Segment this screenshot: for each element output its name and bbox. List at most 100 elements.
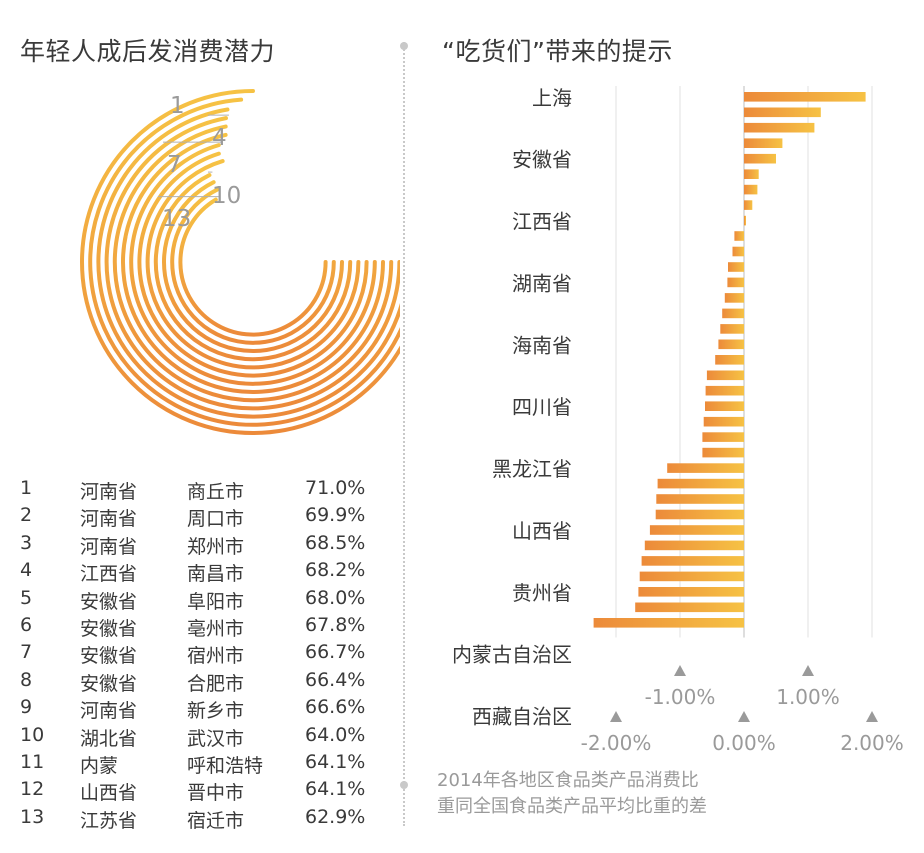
ring-arc-合肥市 <box>137 151 369 378</box>
ring-arc-宿迁市 <box>178 197 328 337</box>
table-city: 宿州市 <box>187 645 245 668</box>
tick-marker <box>802 665 814 676</box>
ring-rank-label: 10 <box>212 183 241 209</box>
table-value: 62.9% <box>305 805 366 828</box>
bar <box>728 262 744 272</box>
table-rank: 12 <box>20 778 45 801</box>
bar <box>744 200 753 210</box>
bar <box>667 463 744 473</box>
bar <box>657 478 744 489</box>
tick-marker <box>610 711 622 722</box>
table-province: 安徽省 <box>80 618 138 640</box>
table-province: 安徽省 <box>80 645 138 668</box>
table-rank: 13 <box>20 805 45 828</box>
x-tick-label: 0.00% <box>712 731 776 755</box>
bar <box>656 494 744 504</box>
table-value: 68.5% <box>305 531 366 554</box>
bar <box>702 432 744 442</box>
table-value: 69.9% <box>305 504 366 527</box>
bar <box>744 153 776 164</box>
bar <box>732 246 744 257</box>
ring-arc-阜阳市 <box>112 124 394 403</box>
bar <box>734 231 744 241</box>
table-province: 河南省 <box>80 700 138 723</box>
table-city: 合肥市 <box>187 672 245 695</box>
table-province: 湖北省 <box>80 727 138 750</box>
bar <box>722 308 744 319</box>
table-value: 68.0% <box>305 586 366 609</box>
table-province: 内蒙 <box>80 755 119 777</box>
category-label: 内蒙古自治区 <box>452 643 572 667</box>
divider-dot-top <box>400 42 408 50</box>
bar <box>744 122 815 133</box>
bar <box>639 571 744 582</box>
bar <box>705 385 744 396</box>
bar <box>655 509 744 520</box>
category-label: 安徽省 <box>512 148 572 172</box>
ring-arc-商丘市 <box>80 89 400 435</box>
table-province: 河南省 <box>80 481 138 503</box>
ring-arc-宿州市 <box>129 143 377 386</box>
table-province: 江西省 <box>80 563 138 586</box>
chart-footnote: 2014年各地区食品类产品消费比 重同全国食品类产品平均比重的差 <box>437 768 707 820</box>
divider-dot-bottom <box>400 781 408 789</box>
ring-arc-郑州市 <box>96 107 400 419</box>
table-rank: 6 <box>20 614 33 636</box>
category-label: 山西省 <box>512 519 572 543</box>
bar <box>744 169 759 179</box>
bar <box>638 587 744 597</box>
table-value: 64.0% <box>305 723 366 746</box>
bar <box>649 525 744 535</box>
bar <box>727 277 744 288</box>
table-rank: 4 <box>20 559 33 582</box>
bar <box>744 215 746 226</box>
table-province: 河南省 <box>80 535 138 558</box>
left-chart-title: 年轻人成后发消费潜力 <box>20 37 276 66</box>
category-label: 江西省 <box>512 210 572 234</box>
table-value: 64.1% <box>305 751 366 773</box>
table-city: 武汉市 <box>187 727 245 750</box>
category-label: 湖南省 <box>512 271 572 295</box>
category-label: 海南省 <box>512 333 572 357</box>
footnote-line-1: 2014年各地区食品类产品消费比 <box>437 770 699 791</box>
bar <box>635 602 744 613</box>
bar <box>744 92 866 102</box>
x-tick-label: 2.00% <box>840 731 904 755</box>
table-rank: 5 <box>20 586 33 609</box>
table-city: 呼和浩特 <box>187 755 264 777</box>
bar <box>744 107 821 118</box>
table-province: 安徽省 <box>80 672 138 695</box>
bar <box>593 618 744 628</box>
bar <box>703 416 744 427</box>
bar <box>715 355 744 365</box>
table-value: 66.4% <box>305 668 366 691</box>
bar <box>718 339 744 350</box>
ring-arc-新乡市 <box>145 159 361 370</box>
table-city: 宿迁市 <box>187 809 245 832</box>
table-city: 晋中市 <box>187 782 245 805</box>
table-value: 71.0% <box>305 477 366 499</box>
bar <box>641 556 744 566</box>
bar <box>744 184 758 195</box>
ring-rank-label: 1 <box>170 93 185 119</box>
bar <box>744 138 783 148</box>
table-city: 南昌市 <box>187 563 245 586</box>
category-label: 上海 <box>532 86 572 110</box>
bar <box>720 324 744 334</box>
right-chart-title: “吃货们”带来的提示 <box>442 37 673 66</box>
table-city: 新乡市 <box>187 700 245 723</box>
x-tick-label: -1.00% <box>645 685 716 709</box>
ring-arc-周口市 <box>88 97 400 427</box>
table-city: 商丘市 <box>187 481 245 503</box>
ring-arc-武汉市 <box>153 173 353 362</box>
table-city: 阜阳市 <box>187 590 245 613</box>
bar <box>724 293 744 303</box>
table-city: 亳州市 <box>187 618 245 640</box>
ring-arc-晋中市 <box>170 187 336 345</box>
table-rank: 8 <box>20 668 33 691</box>
panel-divider <box>403 42 405 826</box>
table-province: 山西省 <box>80 782 138 805</box>
ring-rank-label: 4 <box>212 125 227 151</box>
